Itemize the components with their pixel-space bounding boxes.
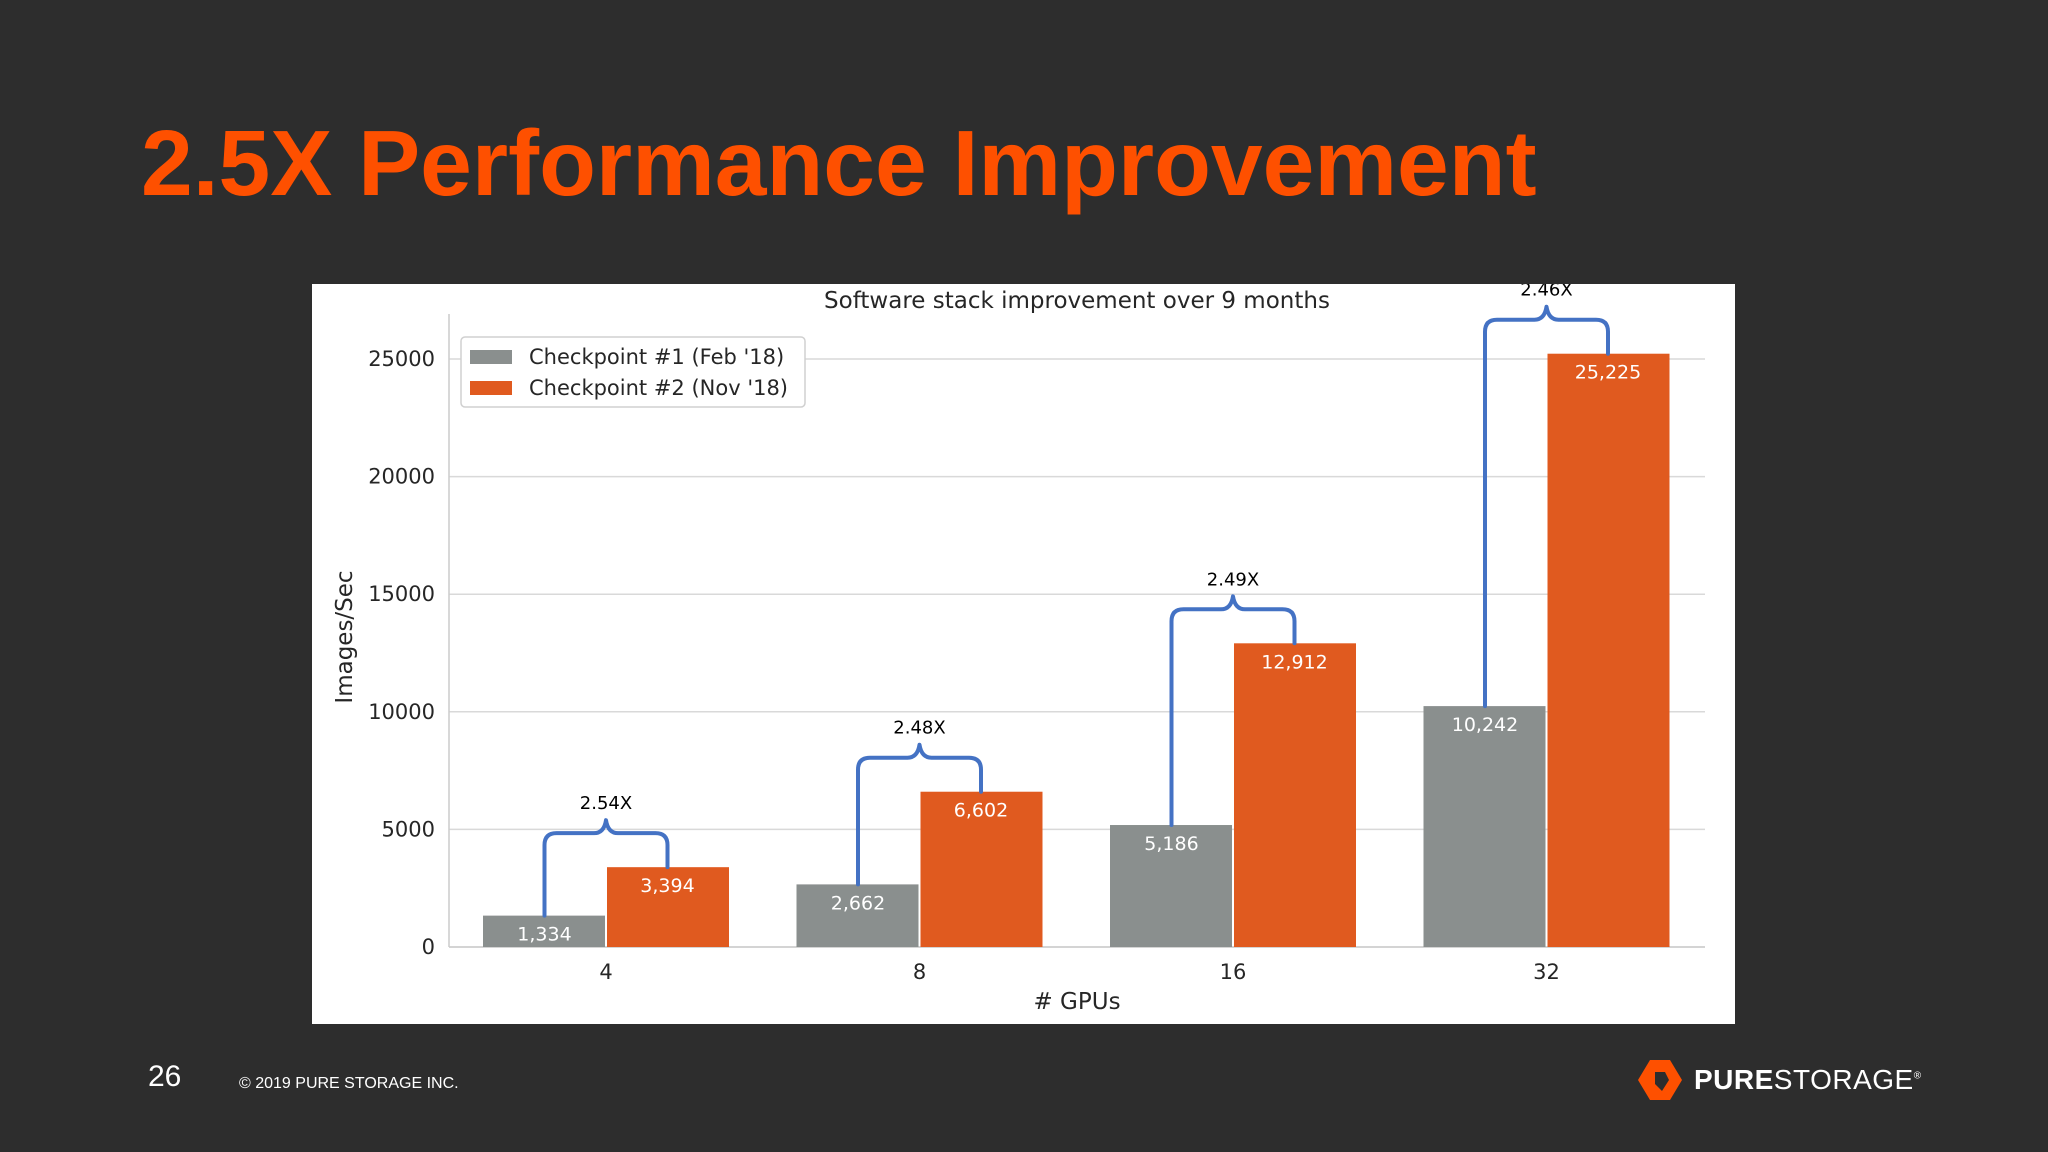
bar-checkpoint-1 [796,884,919,947]
improvement-bracket [1169,594,1297,828]
improvement-bracket [1483,304,1610,709]
y-axis-label: Images/Sec [332,570,358,703]
y-tick-label: 15000 [368,582,435,606]
legend-label-checkpoint-2: Checkpoint #2 (Nov '18) [529,376,788,400]
x-tick-label: 4 [599,960,612,984]
x-tick-label: 8 [913,960,926,984]
y-tick-label: 10000 [368,700,435,724]
y-tick-label: 25000 [368,347,435,371]
improvement-annotation: 2.49X [1207,569,1259,590]
data-label-checkpoint-1: 5,186 [1144,833,1198,855]
improvement-annotation: 2.48X [893,718,945,739]
brand-logo: PURESTORAGE® [1636,1056,1922,1104]
bar-checkpoint-1 [483,915,605,947]
brand-word-bold: PURE [1694,1064,1774,1095]
page-number: 26 [148,1060,182,1093]
x-tick-label: 16 [1220,960,1247,984]
legend-box [460,336,806,408]
bar-checkpoint-1 [1110,825,1232,947]
pure-storage-logo-icon [1638,1060,1682,1100]
legend-swatch-checkpoint-2 [470,381,512,395]
chart-panel: 0 5000 10000 15000 20000 25000 Software stack … [312,284,1735,1024]
data-label-checkpoint-2: 3,394 [640,875,694,897]
chart-title: Software stack improvement over 9 months [824,288,1330,314]
copyright-text: © 2019 PURE STORAGE INC. [239,1075,459,1092]
improvement-bracket [542,818,670,918]
improvement-annotation: 2.46X [1520,284,1572,301]
improvement-annotation: 2.54X [580,793,632,814]
y-tick-label: 20000 [368,465,435,489]
data-label-checkpoint-1: 1,334 [517,924,571,946]
brand-word-light: STORAGE [1773,1064,1914,1095]
brand-registered-mark: ® [1913,1070,1922,1082]
legend-swatch-checkpoint-1 [470,350,512,364]
legend-label-checkpoint-1: Checkpoint #1 (Feb '18) [529,345,784,369]
x-tick-label: 32 [1533,960,1560,984]
slide-title: 2.5X Performance Improvement [141,111,1537,215]
improvement-bracket [856,742,983,887]
bar-checkpoint-2 [607,867,729,947]
x-axis-label: # GPUs [1033,989,1120,1015]
bar-checkpoint-2 [920,791,1043,947]
bar-checkpoint-2 [1234,643,1356,947]
data-label-checkpoint-1: 2,662 [831,892,885,914]
data-label-checkpoint-1: 10,242 [1452,714,1518,736]
y-tick-label: 5000 [382,817,435,841]
bar-chart: 0 5000 10000 15000 20000 25000 Software stack … [332,284,1705,1015]
brand-wordmark: PURESTORAGE® [1694,1064,1922,1096]
bar-checkpoint-1 [1423,706,1546,947]
data-label-checkpoint-2: 25,225 [1575,362,1641,384]
data-label-checkpoint-2: 12,912 [1261,651,1327,673]
y-tick-label: 0 [422,935,435,959]
data-label-checkpoint-2: 6,602 [954,800,1008,822]
bar-checkpoint-2 [1547,353,1670,947]
